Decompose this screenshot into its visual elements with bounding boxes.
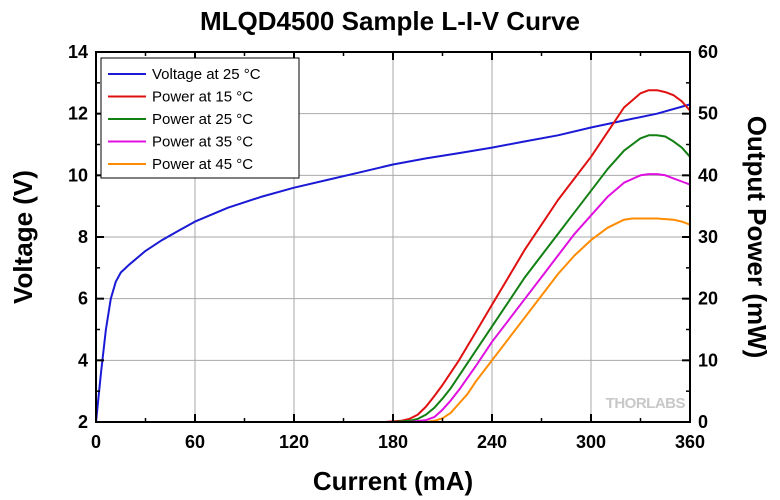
- x-tick-label: 0: [91, 432, 101, 452]
- y-axis-label: Voltage (V): [8, 170, 38, 304]
- y-tick-label: 2: [78, 412, 88, 432]
- x-tick-label: 240: [477, 432, 507, 452]
- chart-title: MLQD4500 Sample L-I-V Curve: [200, 6, 580, 36]
- x-axis-label: Current (mA): [313, 466, 473, 496]
- x-tick-label: 60: [185, 432, 205, 452]
- legend-label: Voltage at 25 °C: [152, 66, 261, 83]
- series-line-1: [95, 89, 691, 423]
- thorlabs-watermark: THORLABS: [606, 395, 686, 412]
- series-line-3: [95, 173, 691, 423]
- y-tick-label: 14: [68, 42, 88, 62]
- series-layer: [95, 89, 691, 423]
- legend: Voltage at 25 °C Power at 15 °C Power at 2…: [100, 57, 300, 179]
- y-tick-label: 12: [68, 104, 88, 124]
- y2-axis-label: Output Power (mW): [742, 116, 772, 359]
- y2-tick-label: 0: [698, 412, 708, 432]
- legend-label: Power at 25 °C: [152, 111, 253, 128]
- legend-label: Power at 35 °C: [152, 134, 253, 151]
- x-tick-label: 120: [279, 432, 309, 452]
- series-line-4: [95, 217, 691, 423]
- series-line-0: [95, 103, 691, 423]
- legend-label: Power at 45 °C: [152, 156, 253, 173]
- y-tick-label: 10: [68, 165, 88, 185]
- y2-tick-label: 30: [698, 227, 718, 247]
- y2-tick-label: 20: [698, 289, 718, 309]
- y2-tick-label: 60: [698, 42, 718, 62]
- x-tick-label: 300: [576, 432, 606, 452]
- y2-tick-label: 40: [698, 165, 718, 185]
- y2-tick-label: 50: [698, 104, 718, 124]
- y-tick-label: 6: [78, 289, 88, 309]
- y-tick-label: 4: [78, 350, 88, 370]
- x-tick-label: 180: [378, 432, 408, 452]
- ticks: 0 60 120 180 240 300 360 2 4 6 8 10 12 14 0 10 20 30 40 50 6…: [68, 42, 718, 452]
- legend-label: Power at 15 °C: [152, 89, 253, 106]
- y-tick-label: 8: [78, 227, 88, 247]
- series-line-2: [95, 134, 691, 423]
- x-tick-label: 360: [675, 432, 705, 452]
- y2-tick-label: 10: [698, 350, 718, 370]
